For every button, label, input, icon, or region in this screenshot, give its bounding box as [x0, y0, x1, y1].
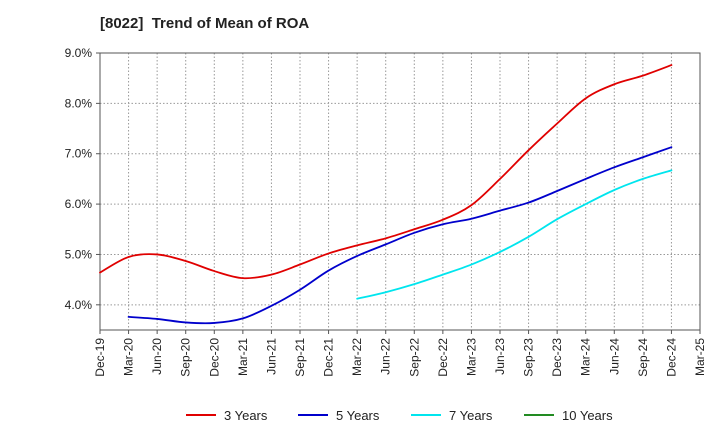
y-tick-label: 5.0% [65, 247, 93, 261]
legend-label-3-years: 3 Years [224, 408, 268, 423]
x-tick-label: Dec-19 [93, 338, 107, 377]
x-tick-label: Sep-20 [179, 338, 193, 377]
legend: 3 Years 5 Years 7 Years 10 Years [186, 408, 613, 423]
series-line-7-years [356, 169, 673, 300]
x-tick-label: Dec-23 [550, 338, 564, 377]
x-tick-label: Mar-22 [350, 338, 364, 376]
x-tick-label: Jun-23 [493, 338, 507, 375]
gridlines [100, 53, 700, 330]
plot-area-background [100, 53, 700, 330]
x-tick-label: Sep-23 [522, 338, 536, 377]
x-tick-label: Mar-20 [122, 338, 136, 376]
y-tick-label: 8.0% [65, 96, 93, 110]
x-tick-label: Sep-22 [407, 338, 421, 377]
x-tick-label: Jun-22 [379, 338, 393, 375]
x-tick-label: Jun-24 [607, 338, 621, 375]
x-tick-label: Dec-24 [664, 338, 678, 377]
series-line-5-years [127, 146, 673, 325]
x-tick-label: Sep-24 [636, 338, 650, 377]
x-tick-label: Jun-21 [264, 338, 278, 375]
x-tick-label: Mar-23 [464, 338, 478, 376]
chart-title: [8022] Trend of Mean of ROA [100, 15, 310, 32]
legend-label-10-years: 10 Years [562, 408, 613, 423]
x-tick-label: Sep-21 [293, 338, 307, 377]
x-tick-label: Jun-20 [150, 338, 164, 375]
series-lines [99, 64, 673, 325]
x-tick-label: Mar-24 [579, 338, 593, 376]
legend-label-7-years: 7 Years [449, 408, 493, 423]
y-tick-label: 9.0% [65, 46, 93, 60]
x-tick-label: Dec-21 [322, 338, 336, 377]
axes: 4.0% 5.0% 6.0% 7.0% 8.0% 9.0% Dec-19 Mar-20 Jun-… [65, 46, 707, 377]
x-tick-label: Dec-20 [207, 338, 221, 377]
x-tick-label: Dec-22 [436, 338, 450, 377]
legend-label-5-years: 5 Years [336, 408, 380, 423]
plot-frame [99, 52, 701, 331]
x-tick-label: Mar-25 [693, 338, 707, 376]
y-tick-label: 6.0% [65, 197, 93, 211]
series-line-3-years [99, 64, 673, 280]
x-tick-label: Mar-21 [236, 338, 250, 376]
y-tick-label: 4.0% [65, 298, 93, 312]
y-tick-label: 7.0% [65, 147, 93, 161]
